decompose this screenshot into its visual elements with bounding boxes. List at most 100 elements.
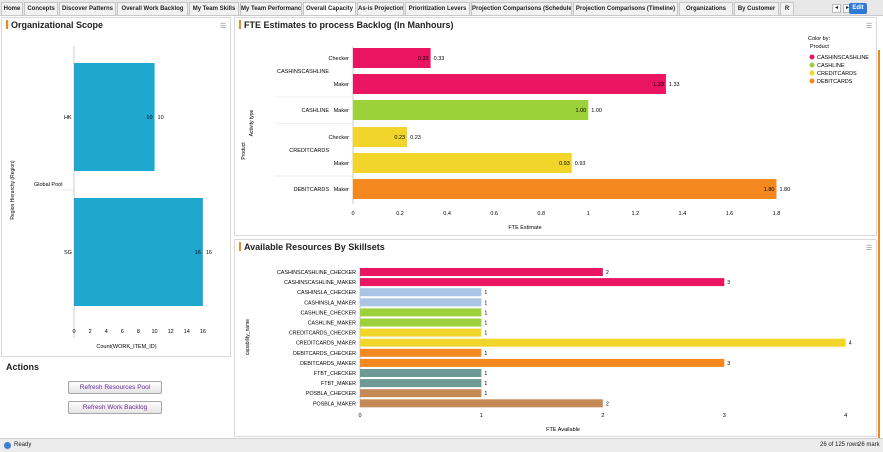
fte-bar-value-label: 1.33 xyxy=(669,82,680,88)
res-category-label: DEBITCARDS_CHECKER xyxy=(293,351,356,357)
marked-count: 26 mark xyxy=(858,442,880,448)
fte-title-text: FTE Estimates to process Backlog (In Man… xyxy=(244,20,454,30)
fte-legend-subtitle: Product xyxy=(810,44,829,50)
org-bar-inner-label: 16 xyxy=(195,250,201,256)
panel-menu-icon[interactable]: ☰ xyxy=(220,23,227,30)
fte-legend-swatch xyxy=(809,70,815,76)
res-bar-creditcards-checker xyxy=(360,328,482,337)
panel-menu-icon[interactable]: ☰ xyxy=(866,245,873,252)
tab-scroll-left-icon[interactable]: ◂ xyxy=(832,4,841,13)
org-scope-panel: Organizational Scope ☰ 10 10 HK 16 16 SG Globa… xyxy=(1,17,231,357)
fte-product-label: DEBITCARDS xyxy=(294,187,330,193)
res-bar-cashinscashline-checker xyxy=(360,268,603,276)
res-bar-value-label: 2 xyxy=(606,401,609,407)
tab-overall-capacity[interactable]: Overall Capacity xyxy=(303,2,356,15)
res-category-label: POSBLA_MAKER xyxy=(313,401,356,407)
tab-as-is-projection[interactable]: As-is Projection xyxy=(357,2,404,15)
res-bar-posbla-maker xyxy=(360,399,603,408)
tab-my-team-performance[interactable]: My Team Performance xyxy=(240,2,302,15)
res-bar-value-label: 1 xyxy=(484,391,487,397)
tab-home[interactable]: Home xyxy=(1,2,23,15)
res-bar-value-label: 1 xyxy=(484,310,487,316)
org-x-tick: 2 xyxy=(89,329,92,335)
fte-bar-inner-label: 1.33 xyxy=(653,82,664,88)
res-bar-value-label: 4 xyxy=(849,341,852,347)
tab-by-customer[interactable]: By Customer xyxy=(734,2,779,15)
res-x-tick: 2 xyxy=(601,413,604,419)
fte-bar-inner-label: 1.00 xyxy=(576,108,587,114)
res-bar-value-label: 2 xyxy=(606,270,609,276)
tab-my-team-skills[interactable]: My Team Skills xyxy=(189,2,239,15)
res-bar-debitcards-checker xyxy=(360,348,482,357)
resources-chart: 2 CASHINSCASHLINE_CHECKER 3 CASHINSCASHLINE… xyxy=(245,267,852,433)
resources-title: Available Resources By Skillsets xyxy=(239,242,385,252)
fte-bar-inner-label: 1.80 xyxy=(764,187,775,193)
tab-r[interactable]: R xyxy=(780,2,794,15)
status-bar: Ready 26 of 125 rows 26 mark xyxy=(0,438,883,452)
fte-bar-value-label: 0.23 xyxy=(410,135,421,141)
res-bar-ftbt-maker xyxy=(360,379,482,388)
fte-x-tick: 1.2 xyxy=(631,211,639,217)
res-x-tick: 3 xyxy=(723,413,726,419)
tab-projection-comparisons-schedule[interactable]: Projection Comparisons (Schedule) xyxy=(471,2,572,15)
org-bar-hk xyxy=(74,63,155,171)
res-x-tick: 4 xyxy=(844,413,847,419)
res-x-tick: 0 xyxy=(358,413,361,419)
fte-legend-swatch xyxy=(809,54,815,60)
org-category-label: HK xyxy=(64,115,72,121)
org-x-tick: 12 xyxy=(168,329,174,335)
res-bar-value-label: 3 xyxy=(727,280,730,286)
res-category-label: CREDITCARDS_MAKER xyxy=(296,341,356,347)
org-bar-sg xyxy=(74,198,203,306)
fte-x-tick: 1.8 xyxy=(773,211,781,217)
fte-bar-cashinscashline-maker xyxy=(353,74,666,94)
org-group-label: Global Pool xyxy=(34,182,62,188)
tab-projection-comparisons-timeline[interactable]: Projection Comparisons (Timeline) xyxy=(573,2,678,15)
fte-bar-value-label: 1.80 xyxy=(779,187,790,193)
tab-overall-work-backlog[interactable]: Overall Work Backlog xyxy=(117,2,188,15)
panel-menu-icon[interactable]: ☰ xyxy=(866,23,873,30)
res-x-axis-title: FTE Available xyxy=(546,427,580,433)
fte-activity-label: Checker xyxy=(329,56,350,62)
org-y-axis-title: Region Hierarchy (Region) xyxy=(10,160,16,220)
res-category-label: CASHINSLA_MAKER xyxy=(304,300,356,306)
res-category-label: CREDITCARDS_CHECKER xyxy=(289,331,356,337)
res-bar-value-label: 3 xyxy=(727,361,730,367)
org-x-tick: 8 xyxy=(137,329,140,335)
refresh-work-backlog-button[interactable]: Refresh Work Backlog xyxy=(68,401,162,414)
fte-legend-label: CASHLINE xyxy=(817,63,845,69)
res-category-label: POSBLA_CHECKER xyxy=(306,391,356,397)
fte-chart: 0.33 0.33 Checker 1.33 1.33 Maker CASHINSCASHL… xyxy=(241,36,869,231)
res-bar-value-label: 1 xyxy=(484,290,487,296)
tab-discover-patterns[interactable]: Discover Patterns xyxy=(59,2,116,15)
tab-concepts[interactable]: Concepts xyxy=(24,2,58,15)
fte-product-label: CASHINSCASHLINE xyxy=(277,69,329,75)
status-ready-icon xyxy=(4,442,11,449)
tab-prioritization-levers[interactable]: Prioritization Levers xyxy=(405,2,470,15)
refresh-resources-pool-button[interactable]: Refresh Resources Pool xyxy=(68,381,162,394)
fte-x-tick: 0.2 xyxy=(396,211,404,217)
fte-activity-label: Maker xyxy=(334,187,349,193)
scroll-accent xyxy=(878,50,880,440)
fte-title: FTE Estimates to process Backlog (In Man… xyxy=(239,20,454,30)
org-x-tick: 0 xyxy=(72,329,75,335)
fte-bar-inner-label: 0.93 xyxy=(559,161,570,167)
fte-legend-title: Color by: xyxy=(808,36,830,42)
org-x-axis-title: Count(WORK_ITEM_ID) xyxy=(96,344,156,350)
edit-button[interactable]: Edit xyxy=(849,3,867,14)
fte-bar-creditcards-checker xyxy=(353,127,408,147)
res-bar-value-label: 1 xyxy=(484,381,487,387)
fte-legend-label: CASHINSCASHLINE xyxy=(817,55,869,61)
org-bar-inner-label: 10 xyxy=(146,115,152,121)
res-bar-creditcards-maker xyxy=(360,338,846,347)
resources-panel: Available Resources By Skillsets ☰ 2 CASH… xyxy=(234,239,877,437)
org-scope-chart: 10 10 HK 16 16 SG Global Pool Region Hierarchy … xyxy=(10,46,212,350)
org-bar-value-label: 16 xyxy=(206,250,212,256)
org-category-label: SG xyxy=(64,250,72,256)
res-category-label: CASHLINE_CHECKER xyxy=(301,310,357,316)
fte-bar-debitcards-maker xyxy=(353,179,777,199)
tab-organizations[interactable]: Organizations xyxy=(679,2,733,15)
res-x-tick: 1 xyxy=(480,413,483,419)
fte-bar-value-label: 1.00 xyxy=(591,108,602,114)
org-x-tick: 16 xyxy=(200,329,206,335)
